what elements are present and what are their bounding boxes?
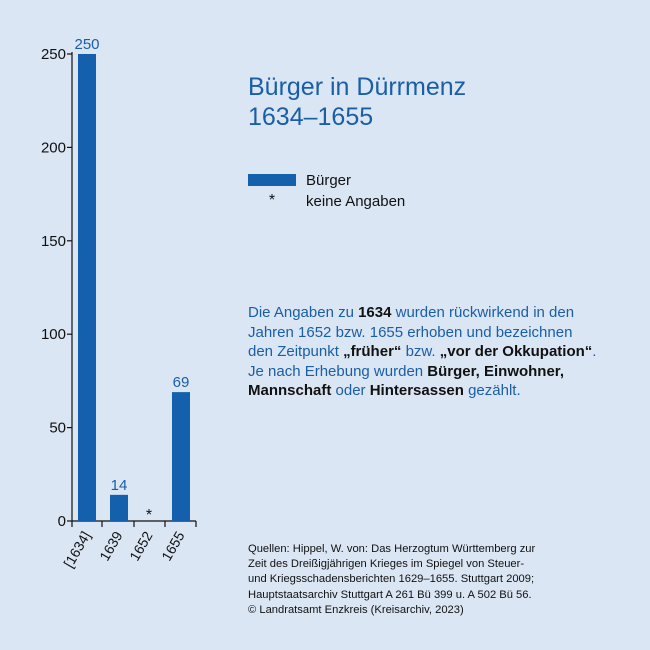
bar-1639 [110,494,128,521]
chart-title-line2: 1634–1655 [248,103,374,131]
bar-1655 [172,392,190,521]
source-line: und Kriegsschadensberichten 1629–1655. S… [248,573,535,586]
x-category-label: 1652 [126,528,156,563]
source-line: Quellen: Hippel, W. von: Das Herzogtum W… [248,543,536,555]
source-line: © Landratsamt Enzkreis (Kreisarchiv, 202… [248,603,464,616]
legend-swatch [248,174,296,186]
x-category-label: [1634] [60,529,93,571]
y-tick-label: 100 [41,326,66,343]
bar-value-label: 250 [74,36,99,53]
legend-label-buerger: Bürger [306,171,352,189]
legend-item-buerger: Bürger [248,170,351,190]
legend-star-symbol: * [268,192,276,209]
source-line: Zeit des Dreißigjährigen Krieges im Spie… [248,558,525,571]
legend-item-no-data: * keine Angaben [248,191,405,211]
y-tick-label: 200 [41,139,66,156]
sources-block: Quellen: Hippel, W. von: Das Herzogtum W… [248,542,598,618]
bar-value-label: 69 [173,374,190,391]
legend-label-no-data: keine Angaben [306,192,406,210]
bar-1634 [78,54,96,521]
x-category-label: 1655 [158,528,188,563]
chart-title: Bürger in Dürrmenz 1634–1655 [248,72,466,132]
no-data-marker: * [146,507,152,524]
y-tick-label: 250 [41,46,66,63]
bar-value-label: 14 [111,477,128,494]
chart-title-line1: Bürger in Dürrmenz [248,73,467,101]
y-tick-label: 150 [41,233,66,250]
y-tick-label: 50 [49,420,66,437]
y-tick-label: 0 [58,513,66,530]
x-category-label: 1639 [96,528,126,563]
explanatory-note: Die Angaben zu 1634 wurden rückwirkend i… [248,304,597,399]
source-line: Hauptstaatsarchiv Stuttgart A 261 Bü 399… [248,588,532,601]
